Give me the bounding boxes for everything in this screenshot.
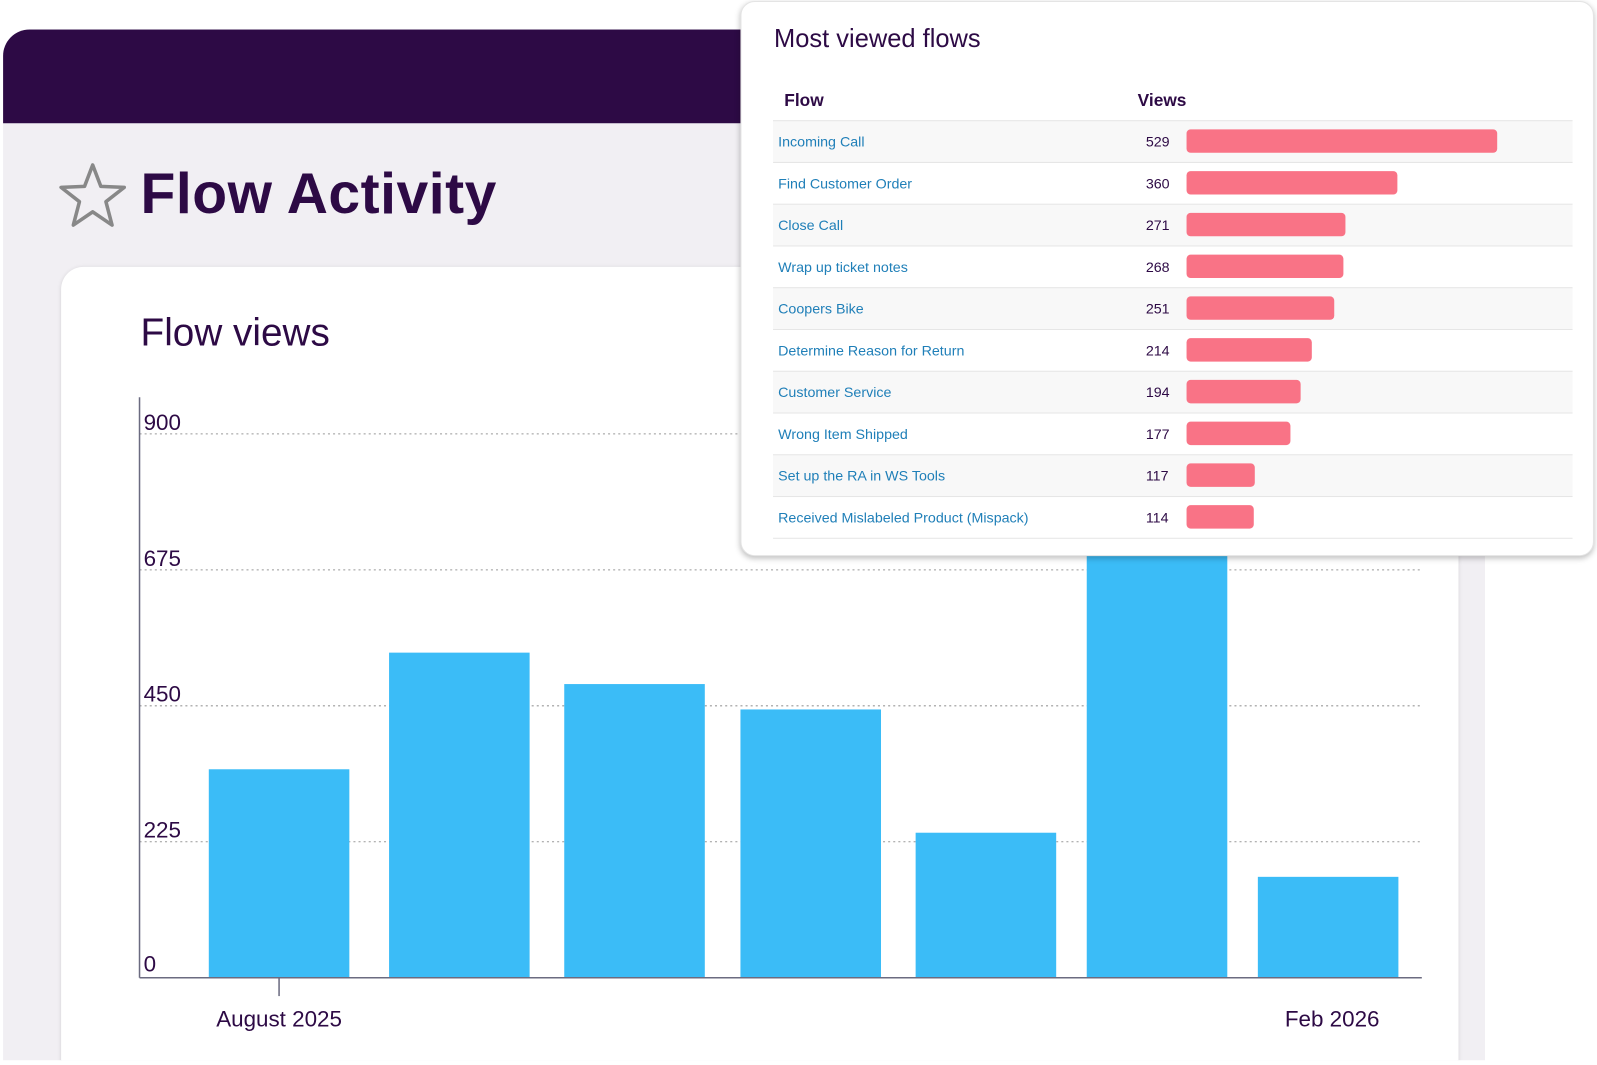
table-row: Coopers Bike 251 bbox=[773, 287, 1573, 329]
star-outline-icon[interactable] bbox=[58, 162, 127, 229]
table-row: Set up the RA in WS Tools 117 bbox=[773, 454, 1573, 497]
views-count: 360 bbox=[1145, 175, 1170, 192]
views-bar bbox=[1186, 171, 1398, 195]
views-count: 251 bbox=[1145, 300, 1170, 317]
flow-link[interactable]: Find Customer Order bbox=[778, 175, 913, 192]
views-bar bbox=[1186, 463, 1256, 487]
bar-feb-2026 bbox=[1257, 876, 1399, 978]
views-count: 117 bbox=[1145, 467, 1169, 484]
y-tick-label: 450 bbox=[144, 682, 181, 707]
y-tick-label: 900 bbox=[144, 410, 181, 435]
table-row: Determine Reason for Return 214 bbox=[773, 328, 1573, 371]
views-count: 214 bbox=[1145, 342, 1170, 359]
views-bar bbox=[1186, 129, 1497, 153]
x-tick-label: August 2025 bbox=[216, 1007, 342, 1032]
table-row: Wrong Item Shipped 177 bbox=[773, 412, 1573, 454]
flow-link[interactable]: Wrap up ticket notes bbox=[778, 258, 908, 275]
y-tick-label: 675 bbox=[144, 546, 181, 571]
column-header-flow: Flow bbox=[784, 90, 824, 110]
views-bar bbox=[1186, 421, 1291, 446]
views-bar bbox=[1186, 212, 1346, 237]
most-viewed-flows-panel: Most viewed flows Flow Views Incoming Ca… bbox=[740, 1, 1594, 557]
table-row: Customer Service 194 bbox=[773, 370, 1573, 413]
views-bar bbox=[1186, 379, 1301, 404]
flow-link[interactable]: Close Call bbox=[778, 216, 844, 234]
y-tick-label: 225 bbox=[144, 818, 181, 843]
flow-link[interactable]: Wrong Item Shipped bbox=[778, 425, 908, 443]
table-row: Received Mislabeled Product (Mispack) 11… bbox=[773, 496, 1573, 539]
views-count: 529 bbox=[1145, 133, 1170, 150]
views-count: 177 bbox=[1145, 425, 1170, 443]
flow-link[interactable]: Incoming Call bbox=[778, 133, 865, 150]
bar-dec-2025 bbox=[915, 832, 1057, 978]
bar-oct-2025 bbox=[564, 684, 705, 978]
bar-august-2025 bbox=[208, 769, 350, 978]
flows-table: Incoming Call 529 Find Customer Order 36… bbox=[773, 120, 1573, 539]
bar-jan-2026 bbox=[1086, 518, 1228, 978]
views-bar bbox=[1186, 338, 1313, 362]
chart-title: Flow views bbox=[140, 311, 330, 355]
views-bar bbox=[1186, 296, 1334, 320]
views-bar bbox=[1186, 254, 1344, 279]
y-tick-label: 0 bbox=[144, 952, 156, 977]
page-title: Flow Activity bbox=[140, 160, 497, 226]
views-count: 114 bbox=[1145, 509, 1169, 526]
bar-sep-2025 bbox=[389, 652, 530, 978]
views-count: 194 bbox=[1145, 383, 1170, 401]
flow-link[interactable]: Customer Service bbox=[778, 383, 892, 401]
table-row: Find Customer Order 360 bbox=[773, 161, 1573, 204]
flow-link[interactable]: Determine Reason for Return bbox=[778, 342, 965, 359]
flow-link[interactable]: Received Mislabeled Product (Mispack) bbox=[778, 509, 1029, 526]
bar-nov-2025 bbox=[740, 709, 882, 978]
flow-link[interactable]: Set up the RA in WS Tools bbox=[778, 467, 946, 484]
table-row: Incoming Call 529 bbox=[773, 120, 1573, 162]
table-row: Wrap up ticket notes 268 bbox=[773, 245, 1573, 287]
panel-title: Most viewed flows bbox=[774, 24, 981, 53]
views-count: 271 bbox=[1145, 216, 1170, 234]
flow-link[interactable]: Coopers Bike bbox=[778, 300, 864, 317]
table-row: Close Call 271 bbox=[773, 203, 1573, 246]
views-count: 268 bbox=[1145, 258, 1170, 275]
views-bar bbox=[1186, 505, 1254, 529]
column-header-views: Views bbox=[1137, 90, 1187, 110]
x-tick-label: Feb 2026 bbox=[1285, 1007, 1380, 1032]
